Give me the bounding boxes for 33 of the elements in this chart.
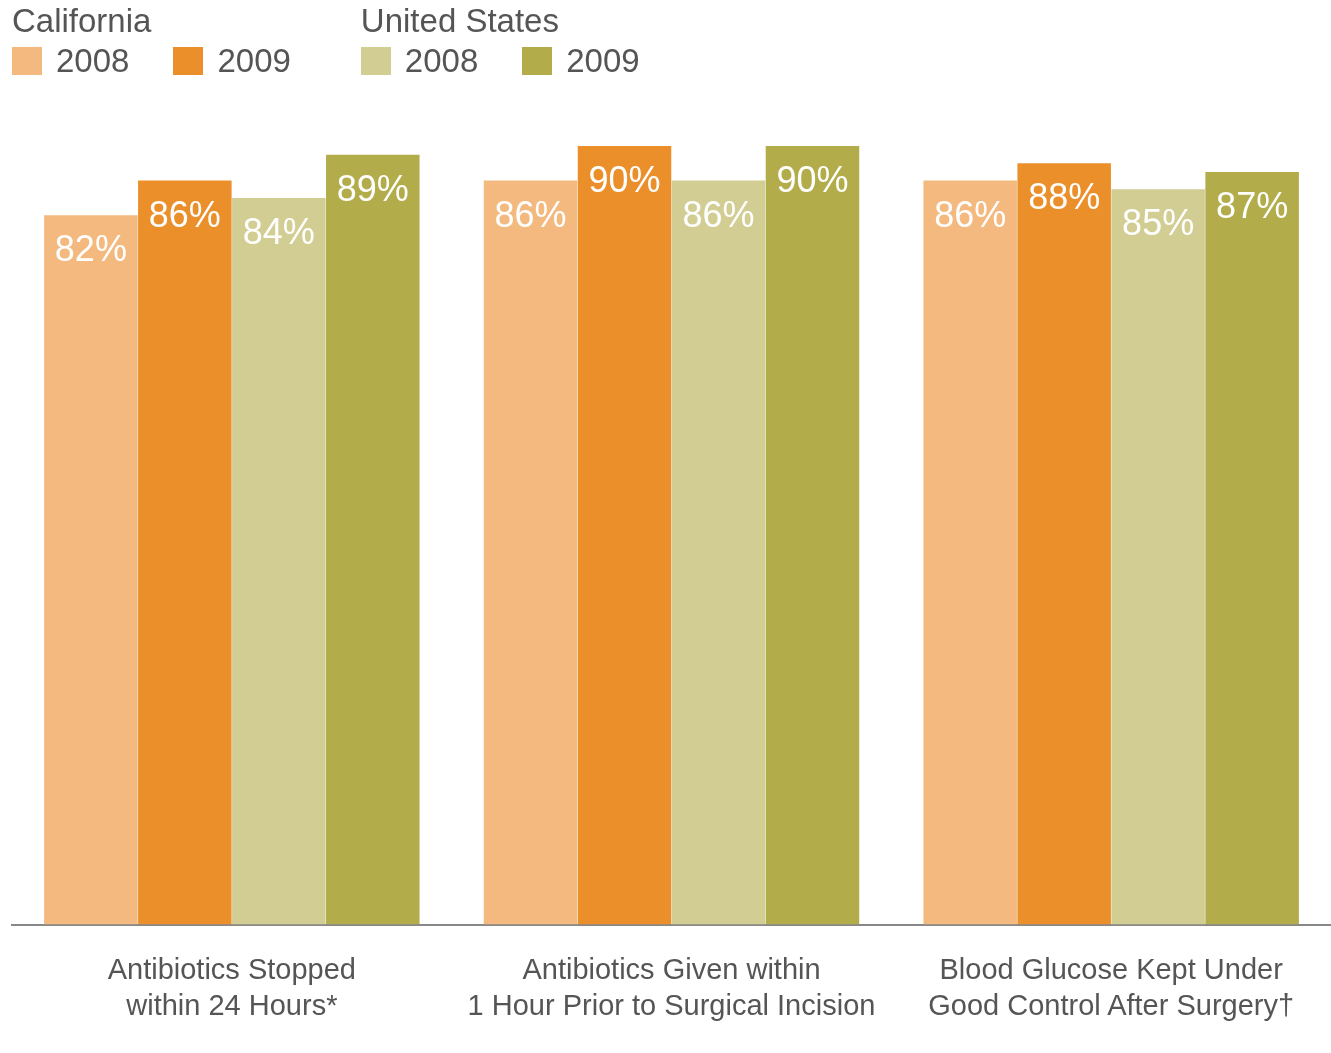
bar bbox=[1205, 171, 1299, 925]
data-label: 90% bbox=[588, 158, 661, 200]
legend-label: 2009 bbox=[566, 42, 640, 80]
bar bbox=[44, 215, 138, 925]
legend-label: 2008 bbox=[56, 42, 130, 80]
data-label: 86% bbox=[682, 193, 755, 235]
bar bbox=[1017, 163, 1111, 925]
data-label: 85% bbox=[1122, 202, 1195, 244]
bar bbox=[326, 154, 420, 925]
data-label: 86% bbox=[494, 193, 567, 235]
data-label: 84% bbox=[242, 210, 315, 252]
data-label: 88% bbox=[1028, 176, 1101, 218]
bar bbox=[671, 180, 766, 925]
data-label: 82% bbox=[54, 228, 127, 270]
x-tick-label: Antibiotics Stopped within 24 Hours* bbox=[107, 952, 356, 1021]
bar bbox=[483, 180, 578, 925]
x-tick-label: Blood Glucose Kept Under Good Control After Surgery† bbox=[928, 952, 1295, 1021]
data-label: 86% bbox=[934, 193, 1007, 235]
bar bbox=[577, 146, 672, 925]
bar bbox=[765, 146, 860, 925]
data-label: 86% bbox=[148, 193, 221, 235]
bar bbox=[1111, 189, 1205, 925]
bar bbox=[232, 197, 326, 925]
data-label: 90% bbox=[776, 158, 849, 200]
bar bbox=[138, 180, 232, 925]
text: United States bbox=[360, 2, 560, 40]
data-label: 89% bbox=[336, 167, 409, 209]
bar bbox=[923, 180, 1017, 925]
legend-label: 2009 bbox=[217, 42, 291, 80]
legend-label: 2008 bbox=[404, 42, 479, 80]
data-label: 87% bbox=[1216, 184, 1289, 226]
x-tick-label: Antibiotics Given within 1 Hour Prior to Surgical Incision bbox=[467, 952, 876, 1021]
text: California bbox=[12, 2, 153, 40]
